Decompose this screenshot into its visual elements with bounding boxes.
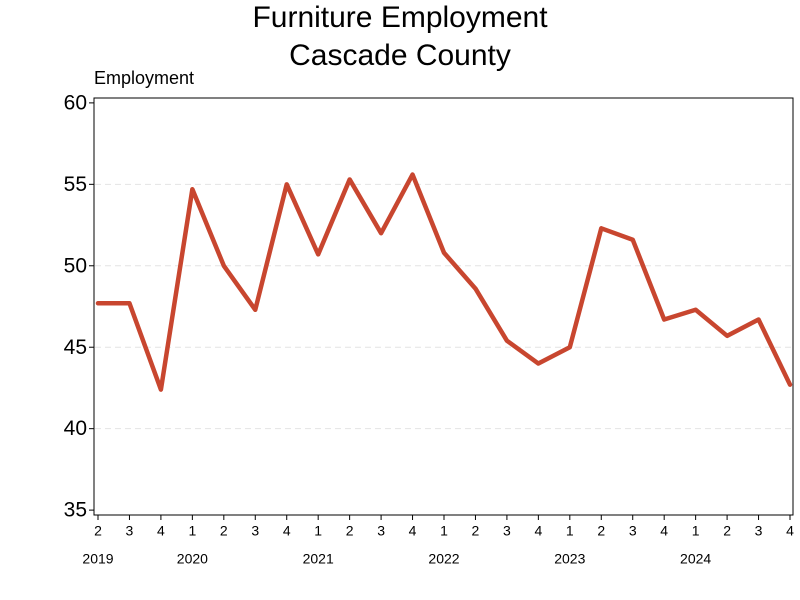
x-tick-label: 4	[409, 523, 417, 539]
x-tick-label: 3	[755, 523, 763, 539]
x-tick-label: 1	[314, 523, 322, 539]
x-tick-label: 1	[440, 523, 448, 539]
y-tick-label: 35	[64, 499, 87, 522]
x-tick-label: 1	[566, 523, 574, 539]
year-label: 2024	[680, 551, 711, 567]
y-tick-label: 50	[64, 254, 87, 277]
year-label: 2020	[177, 551, 208, 567]
x-tick-label: 3	[126, 523, 134, 539]
x-tick-label: 3	[503, 523, 511, 539]
year-label: 2021	[303, 551, 334, 567]
x-tick-label: 4	[786, 523, 794, 539]
x-tick-label: 2	[346, 523, 354, 539]
x-tick-label: 1	[692, 523, 700, 539]
y-axis-label: Employment	[94, 68, 194, 88]
x-tick-label: 2	[220, 523, 228, 539]
y-tick-label: 55	[64, 173, 87, 196]
x-tick-label: 4	[157, 523, 165, 539]
y-tick-label: 40	[64, 417, 87, 440]
x-tick-label: 2	[472, 523, 480, 539]
year-label: 2019	[82, 551, 113, 567]
x-tick-label: 3	[251, 523, 259, 539]
line	[95, 172, 793, 392]
y-tick-label: 45	[64, 336, 87, 359]
chart-title: Furniture Employment	[252, 1, 548, 34]
x-tick-label: 3	[629, 523, 637, 539]
x-tick-label: 1	[188, 523, 196, 539]
y-tick-label: 60	[64, 91, 87, 114]
x-tick-label: 2	[723, 523, 731, 539]
x-tick-label: 2	[94, 523, 102, 539]
x-tick-label: 4	[534, 523, 542, 539]
plot-frame	[93, 97, 794, 516]
chart-subtitle: Cascade County	[289, 39, 511, 72]
year-label: 2022	[428, 551, 459, 567]
x-tick-label: 2	[597, 523, 605, 539]
x-tick-label: 4	[660, 523, 668, 539]
x-tick-label: 4	[283, 523, 291, 539]
year-label: 2023	[554, 551, 585, 567]
x-tick-label: 3	[377, 523, 385, 539]
